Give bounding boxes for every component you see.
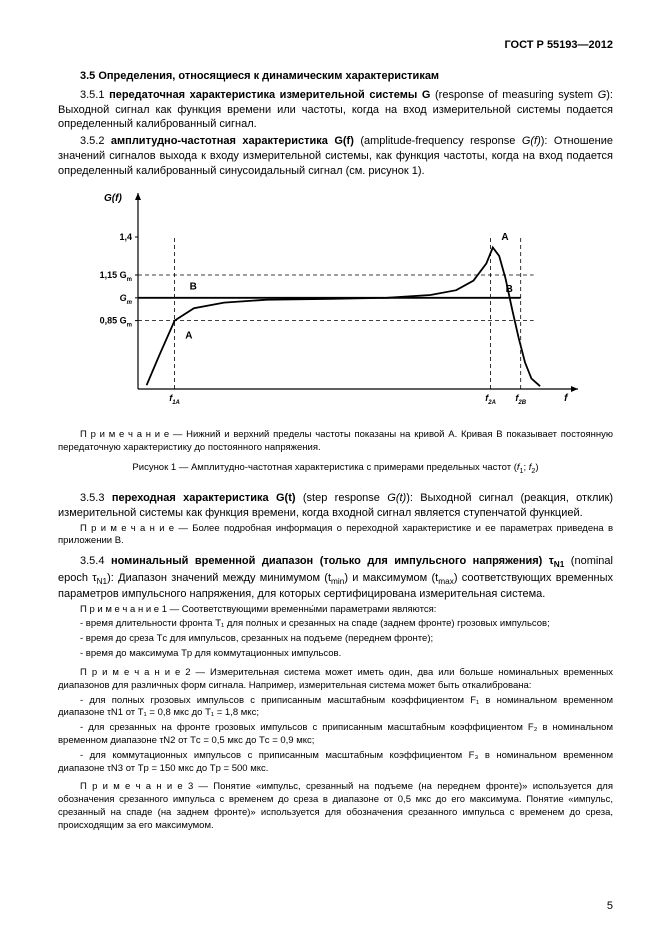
svg-text:f2A: f2A [485,393,496,406]
t3: ) и максимумом (t [344,572,438,584]
note-1-block: П р и м е ч а н и е 1 — Соответствующими… [58,604,613,661]
num: 3.5.3 [80,492,112,504]
note-1-l1: - время длительности фронта Т₁ для полны… [58,618,613,631]
svg-text:f2B: f2B [515,393,526,406]
svg-text:A: A [185,330,192,341]
svg-text:A: A [501,232,508,243]
s2: min [331,577,344,586]
sym: G(t) [387,492,406,504]
section-3-5-title: 3.5 Определения, относящиеся к динамичес… [58,69,613,84]
note-2-l2: - для срезанных на фронте грозовых импул… [58,722,613,748]
num: 3.5.4 [80,555,111,567]
svg-text:1,15 Gm: 1,15 Gm [99,270,131,283]
figure-1-caption: Рисунок 1 — Амплитудно-частотная характе… [58,462,613,477]
page-number: 5 [607,899,613,914]
svg-text:f1A: f1A [169,393,180,406]
num: 3.5.1 [80,89,109,101]
svg-text:G(f): G(f) [104,193,122,204]
note-3: П р и м е ч а н и е 3 — Понятие «импульс… [58,781,613,832]
note-3-5-3: П р и м е ч а н и е — Более подробная ин… [58,523,613,549]
svg-text:1,4: 1,4 [119,232,132,242]
note-2-head: П р и м е ч а н и е 2 — Измерительная си… [58,667,613,693]
sym: G [598,89,607,101]
svg-text:Gm: Gm [119,293,132,306]
term: амплитудно-частотная характеристика G(f) [111,135,354,147]
note-2-block: П р и м е ч а н и е 2 — Измерительная си… [58,667,613,776]
svg-text:0,85 Gm: 0,85 Gm [99,315,131,328]
s3: max [438,577,454,586]
s1: N1 [97,577,108,586]
term: переходная характеристика G(t) [112,492,296,504]
figure-1-note: П р и м е ч а н и е — Нижний и верхний п… [58,429,613,455]
svg-text:f: f [564,393,569,404]
num: 3.5.2 [80,135,111,147]
svg-text:B: B [189,281,196,292]
standard-header: ГОСТ Р 55193—2012 [58,38,613,53]
para-3-5-2: 3.5.2 амплитудно-частотная характеристик… [58,134,613,179]
t1: (step response [296,492,388,504]
note-2-l1: - для полных грозовых импульсов с припис… [58,695,613,721]
t1: (response of measuring system [430,89,597,101]
term: номинальный временной диапазон (только д… [111,555,564,567]
cap-e: ) [535,462,538,473]
para-3-5-3: 3.5.3 переходная характеристика G(t) (st… [58,491,613,521]
term: передаточная характеристика измерительно… [109,89,430,101]
note-1-head: П р и м е ч а н и е 1 — Соответствующими… [58,604,613,617]
t2: ): Диапазон значений между минимумом (t [107,572,331,584]
para-3-5-1: 3.5.1 передаточная характеристика измери… [58,88,613,133]
svg-text:B: B [505,284,512,295]
note-1-l3: - время до максимума Тp для коммутационн… [58,648,613,661]
page: ГОСТ Р 55193—2012 3.5 Определения, относ… [0,0,661,936]
sym: G(f) [522,135,541,147]
para-3-5-4: 3.5.4 номинальный временной диапазон (то… [58,554,613,601]
figure-1: G(f) 1,4 1,15 Gm Gm 0,85 Gm f1A f2A f2B f A B A B [58,185,613,425]
t1: (amplitude-frequency response [354,135,522,147]
cap-a: Рисунок 1 — Амплитудно-частотная характе… [132,462,516,473]
note-1-l2: - время до среза Тc для импульсов, среза… [58,633,613,646]
chart-svg: G(f) 1,4 1,15 Gm Gm 0,85 Gm f1A f2A f2B f A B A B [76,185,596,425]
note-2-l3: - для коммутационных импульсов с приписа… [58,750,613,776]
